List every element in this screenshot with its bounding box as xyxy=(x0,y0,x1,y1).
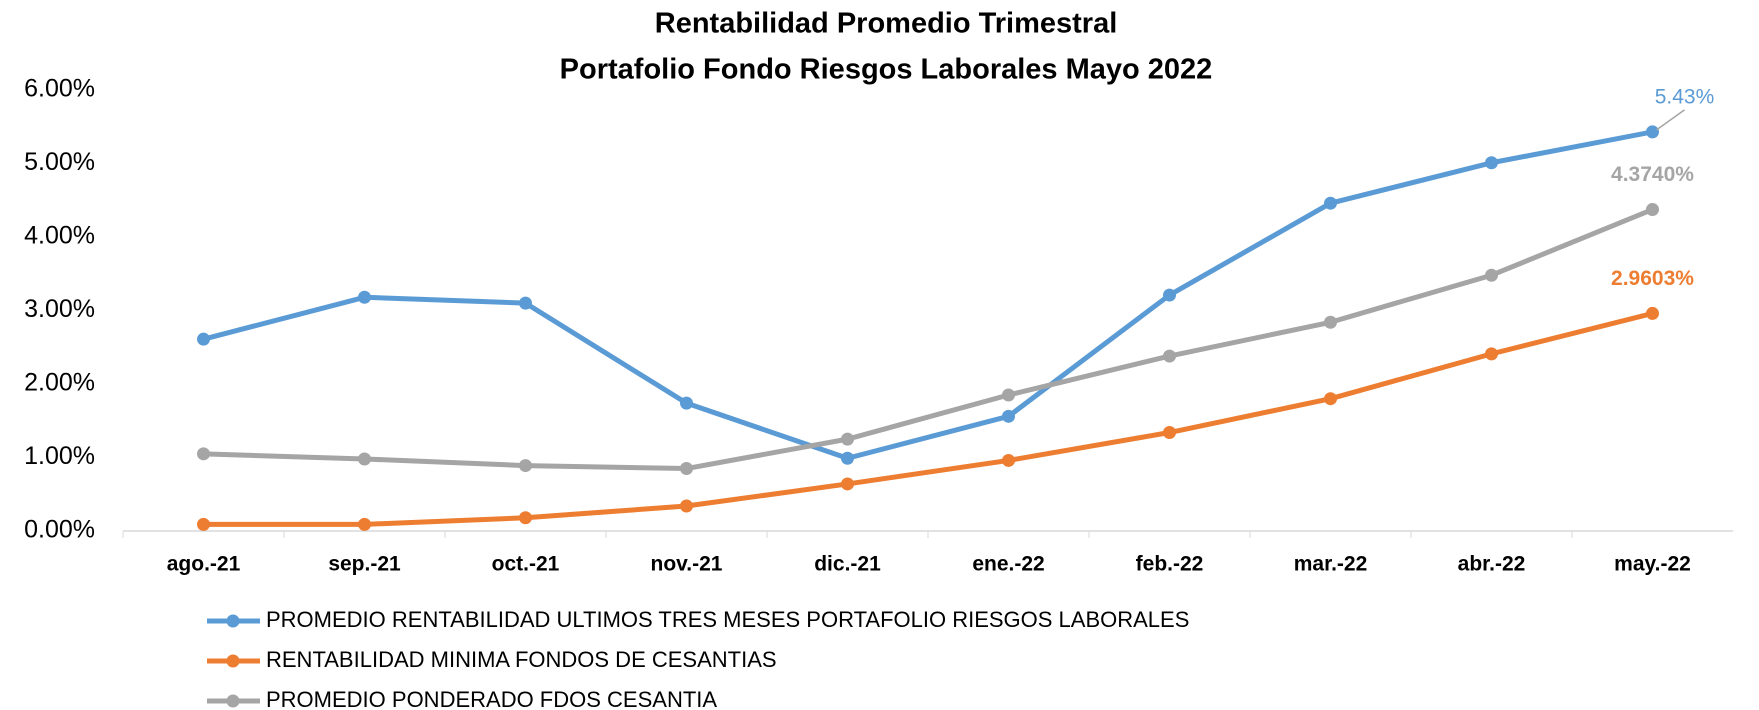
data-point xyxy=(1485,156,1498,170)
data-label: 5.43% xyxy=(1655,85,1715,108)
y-tick-label: 1.00% xyxy=(24,442,95,470)
data-point xyxy=(519,511,532,525)
x-tick-label: nov.-21 xyxy=(651,553,723,576)
data-point xyxy=(680,462,693,476)
leader-line xyxy=(1656,109,1685,131)
x-tick-label: abr.-22 xyxy=(1458,553,1526,576)
data-point xyxy=(1163,288,1176,302)
data-point xyxy=(1002,409,1015,423)
data-point xyxy=(1002,453,1015,467)
legend-swatch xyxy=(226,694,240,708)
data-point xyxy=(1002,388,1015,402)
data-point xyxy=(519,459,532,473)
data-point xyxy=(1324,196,1337,210)
data-point xyxy=(1485,268,1498,282)
legend-label: RENTABILIDAD MINIMA FONDOS DE CESANTIAS xyxy=(266,647,777,672)
x-tick-label: sep.-21 xyxy=(328,553,401,576)
data-point xyxy=(1163,349,1176,363)
data-point xyxy=(1646,306,1659,320)
data-point xyxy=(680,499,693,513)
legend-label: PROMEDIO RENTABILIDAD ULTIMOS TRES MESES… xyxy=(266,607,1189,632)
chart-title: Rentabilidad Promedio Trimestral xyxy=(655,8,1118,40)
data-point xyxy=(1646,125,1659,139)
x-tick-label: ene.-22 xyxy=(972,553,1044,576)
legend-swatch xyxy=(226,654,240,668)
data-point xyxy=(197,517,210,531)
legend-swatch xyxy=(226,614,240,628)
y-tick-label: 3.00% xyxy=(24,295,95,323)
data-point xyxy=(197,332,210,346)
data-point xyxy=(197,447,210,461)
data-point xyxy=(841,451,854,465)
data-point xyxy=(358,290,371,304)
series-line xyxy=(202,129,1653,461)
data-label: 2.9603% xyxy=(1611,267,1694,290)
data-point xyxy=(680,396,693,410)
data-point xyxy=(519,296,532,310)
data-point xyxy=(841,477,854,491)
y-tick-label: 5.00% xyxy=(24,148,95,176)
data-point xyxy=(1324,392,1337,406)
y-tick-label: 0.00% xyxy=(24,516,95,544)
y-tick-label: 4.00% xyxy=(24,222,95,250)
y-tick-label: 6.00% xyxy=(24,75,95,103)
data-point xyxy=(1324,315,1337,329)
x-tick-label: oct.-21 xyxy=(492,553,560,576)
x-tick-label: ago.-21 xyxy=(167,553,241,576)
data-point xyxy=(841,432,854,446)
chart-title: Portafolio Fondo Riesgos Laborales Mayo … xyxy=(560,54,1213,86)
x-tick-label: mar.-22 xyxy=(1294,553,1368,576)
data-point xyxy=(358,452,371,466)
data-point xyxy=(1485,347,1498,361)
data-label: 4.3740% xyxy=(1611,163,1694,186)
data-point xyxy=(1163,426,1176,440)
data-point xyxy=(1646,203,1659,217)
x-tick-label: feb.-22 xyxy=(1136,553,1204,576)
x-tick-label: dic.-21 xyxy=(814,553,881,576)
series-line xyxy=(203,207,1654,472)
x-tick-label: may.-22 xyxy=(1614,553,1691,576)
data-point xyxy=(358,517,371,531)
series-line xyxy=(203,310,1654,527)
y-tick-label: 2.00% xyxy=(24,369,95,397)
legend-label: PROMEDIO PONDERADO FDOS CESANTIA xyxy=(266,687,717,710)
